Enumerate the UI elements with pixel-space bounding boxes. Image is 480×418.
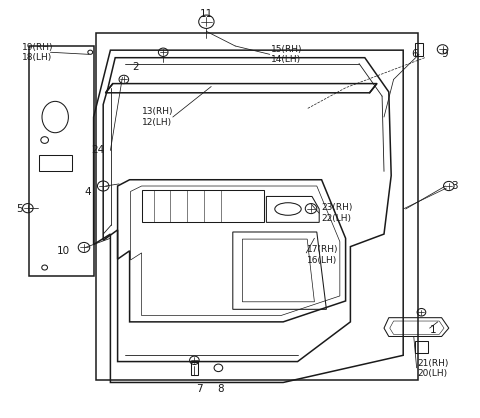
Text: 24: 24 [91, 145, 105, 155]
Text: 5: 5 [16, 204, 23, 214]
Text: 19(RH)
18(LH): 19(RH) 18(LH) [22, 43, 53, 62]
Text: 2: 2 [132, 62, 139, 72]
Text: 17(RH)
16(LH): 17(RH) 16(LH) [307, 245, 339, 265]
Text: 13(RH)
12(LH): 13(RH) 12(LH) [142, 107, 173, 127]
Text: 9: 9 [442, 49, 448, 59]
Text: 11: 11 [200, 9, 213, 19]
Text: 23(RH)
22(LH): 23(RH) 22(LH) [322, 204, 353, 223]
Text: 10: 10 [57, 246, 70, 256]
Text: 7: 7 [196, 384, 203, 394]
Text: 8: 8 [217, 384, 224, 394]
Text: 1: 1 [430, 325, 436, 335]
Text: 4: 4 [84, 187, 91, 197]
Text: 6: 6 [411, 49, 418, 59]
Text: 21(RH)
20(LH): 21(RH) 20(LH) [418, 359, 449, 378]
Text: 15(RH)
14(LH): 15(RH) 14(LH) [271, 45, 303, 64]
Text: 3: 3 [451, 181, 458, 191]
